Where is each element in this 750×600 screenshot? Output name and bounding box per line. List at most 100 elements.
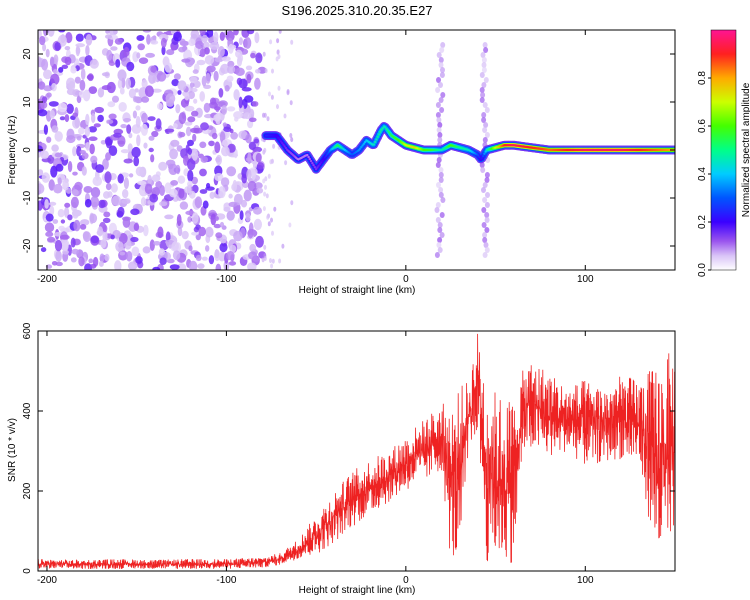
ridge-point bbox=[313, 166, 317, 169]
noise-blob bbox=[233, 30, 239, 36]
noise-blob bbox=[114, 38, 123, 45]
noise-blob bbox=[76, 95, 82, 104]
noise-blob bbox=[150, 40, 159, 45]
noise-blob bbox=[276, 104, 279, 110]
noise-blob bbox=[169, 148, 179, 160]
ridge-point bbox=[307, 155, 310, 159]
spectrogram-noise bbox=[38, 30, 491, 270]
ridge-point bbox=[362, 142, 366, 145]
noise-blob bbox=[38, 145, 43, 153]
noise-blob bbox=[115, 241, 124, 252]
noise-blob bbox=[120, 149, 130, 154]
noise-blob bbox=[90, 187, 101, 198]
noise-blob bbox=[148, 135, 155, 141]
noise-blob bbox=[152, 186, 161, 196]
noise-blob bbox=[123, 177, 129, 190]
band-blob bbox=[484, 107, 490, 113]
noise-blob bbox=[90, 263, 97, 269]
noise-blob bbox=[79, 79, 86, 91]
noise-blob bbox=[107, 101, 116, 108]
band-blob bbox=[436, 77, 441, 83]
band-blob bbox=[482, 237, 488, 243]
noise-blob bbox=[117, 69, 127, 81]
noise-blob bbox=[92, 176, 103, 187]
noise-blob bbox=[164, 128, 175, 133]
ridge-point bbox=[312, 164, 315, 167]
band-blob bbox=[438, 97, 444, 103]
noise-blob bbox=[136, 134, 141, 147]
noise-blob bbox=[189, 190, 196, 199]
noise-blob bbox=[187, 216, 192, 223]
noise-blob bbox=[248, 141, 257, 150]
noise-blob bbox=[218, 100, 228, 108]
noise-blob bbox=[103, 211, 111, 218]
noise-blob bbox=[101, 72, 110, 77]
noise-blob bbox=[272, 143, 276, 149]
noise-blob bbox=[196, 59, 206, 66]
noise-blob bbox=[55, 250, 62, 262]
noise-blob bbox=[104, 253, 110, 262]
noise-blob bbox=[65, 31, 73, 44]
noise-blob bbox=[233, 89, 240, 101]
ridge-point bbox=[282, 143, 285, 146]
band-blob bbox=[484, 202, 490, 208]
ridge-point bbox=[318, 163, 322, 166]
band-blob bbox=[481, 82, 487, 88]
noise-blob bbox=[102, 158, 109, 170]
noise-blob bbox=[169, 264, 180, 270]
band-blob bbox=[435, 217, 441, 223]
noise-blob bbox=[266, 214, 270, 220]
noise-blob bbox=[263, 191, 267, 197]
noise-blob bbox=[135, 166, 144, 177]
noise-blob bbox=[254, 77, 261, 90]
noise-blob bbox=[210, 213, 217, 226]
ridge-point bbox=[480, 157, 484, 160]
noise-blob bbox=[148, 73, 156, 84]
noise-blob bbox=[158, 34, 169, 41]
noise-blob bbox=[99, 253, 105, 262]
noise-blob bbox=[81, 166, 87, 176]
noise-blob bbox=[199, 141, 207, 149]
snr-x-axis-label: Height of straight line (km) bbox=[299, 585, 416, 596]
noise-blob bbox=[262, 206, 266, 212]
noise-blob bbox=[200, 156, 209, 163]
noise-blob bbox=[131, 246, 140, 257]
noise-blob bbox=[45, 231, 54, 237]
noise-blob bbox=[205, 226, 214, 238]
noise-blob bbox=[115, 59, 121, 68]
noise-blob bbox=[233, 111, 243, 119]
band-blob bbox=[483, 242, 489, 248]
noise-blob bbox=[213, 223, 222, 229]
noise-blob bbox=[247, 152, 252, 165]
noise-blob bbox=[215, 263, 222, 270]
band-blob bbox=[438, 82, 443, 88]
ridge-point bbox=[320, 161, 323, 164]
noise-blob bbox=[290, 137, 294, 143]
band-blob bbox=[437, 222, 443, 228]
noise-blob bbox=[104, 171, 112, 184]
y-tick-label: 0 bbox=[22, 147, 33, 153]
noise-blob bbox=[267, 221, 271, 227]
snr-frame bbox=[37, 330, 676, 572]
noise-blob bbox=[278, 30, 282, 34]
noise-blob bbox=[57, 177, 62, 186]
noise-blob bbox=[141, 79, 148, 89]
band-blob bbox=[481, 222, 487, 228]
noise-blob bbox=[146, 34, 151, 45]
noise-blob bbox=[189, 82, 195, 88]
noise-blob bbox=[273, 206, 277, 212]
noise-blob bbox=[215, 154, 222, 166]
band-blob bbox=[440, 67, 445, 73]
noise-blob bbox=[89, 213, 98, 224]
band-blob bbox=[440, 197, 446, 203]
x-tick-label: 0 bbox=[403, 575, 409, 586]
noise-blob bbox=[140, 123, 148, 136]
noise-blob bbox=[164, 182, 172, 194]
noise-blob bbox=[43, 85, 53, 92]
noise-blob bbox=[53, 69, 58, 74]
noise-blob bbox=[53, 183, 63, 194]
x-tick-label: -100 bbox=[216, 274, 236, 285]
noise-blob bbox=[288, 222, 292, 228]
band-blob bbox=[438, 177, 444, 183]
band-blob bbox=[437, 247, 443, 253]
